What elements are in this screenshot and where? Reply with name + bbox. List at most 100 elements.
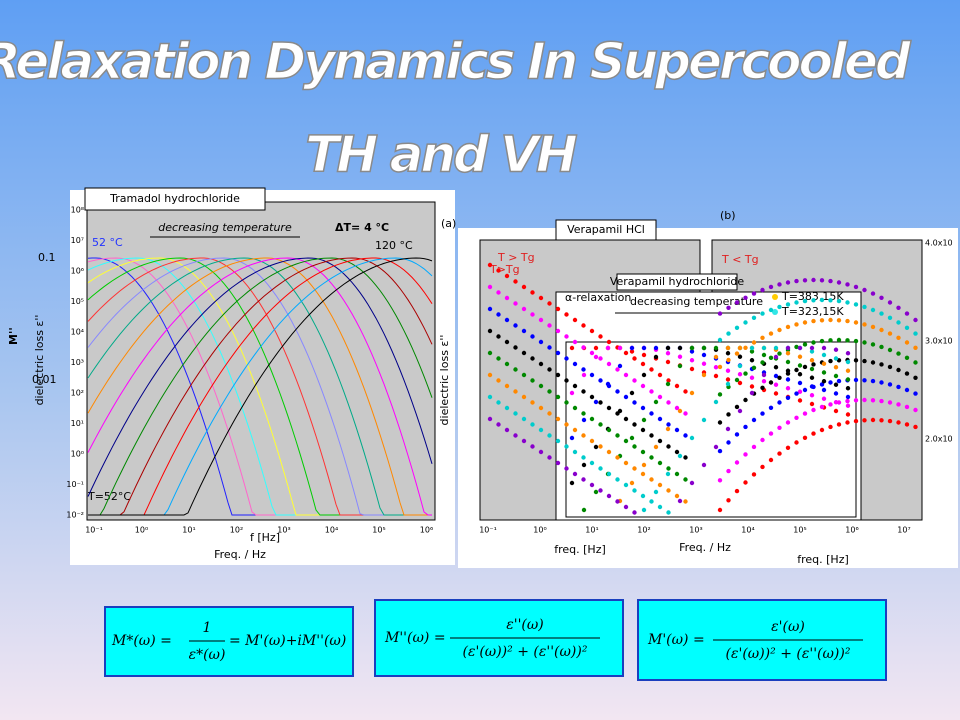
dot [751,417,757,423]
dot [833,373,839,379]
x-tick-label: 10⁶ [845,526,858,535]
dot [589,416,595,422]
dot [726,412,731,417]
dot [777,304,782,310]
dot [802,435,808,440]
dot [802,320,808,325]
dot [821,361,827,366]
dot [623,372,629,378]
inset-name-box [616,273,738,291]
dot [564,422,569,427]
dot [870,324,876,330]
curve [87,257,432,516]
formula-lhs: M''(ω) = [384,630,446,646]
dot [870,291,876,296]
dot [496,400,501,405]
dot [749,390,755,396]
dot [760,411,765,416]
dot [487,328,493,334]
dot [853,320,859,325]
dot [623,460,629,466]
dot [811,277,816,283]
dot [598,488,603,493]
dot [623,504,629,510]
dot [785,359,791,365]
dot [870,398,876,403]
dot [538,361,544,367]
dot [689,480,695,486]
dot [785,395,791,400]
dot [547,323,552,328]
dot [504,273,510,279]
dot [828,278,833,284]
dot [653,489,659,495]
dot [606,471,612,477]
dot [555,416,561,422]
dot [896,305,901,310]
dot [674,427,680,433]
dot [713,373,719,379]
dot [734,432,740,437]
dot [629,480,635,486]
dot [845,386,851,391]
dot [572,361,578,367]
dot [581,507,587,513]
arrow-text: decreasing temperature [158,221,292,234]
dot [819,404,825,410]
overlay-x-label: f [Hz] [250,531,280,544]
dot [845,398,850,404]
dot [845,377,851,382]
dot [734,325,740,330]
dot [555,372,561,378]
dot [530,334,535,339]
dot [743,371,748,376]
dot [809,349,815,354]
dot [623,438,629,444]
dot [896,320,901,325]
dot [887,315,893,320]
panel-b-name: Verapamil HCl [567,223,645,236]
dot [734,300,740,305]
dot [785,345,791,351]
dot [828,298,833,303]
panel-a-name-box [84,187,266,211]
dot [833,356,839,361]
dot [845,351,851,356]
dot [598,466,603,471]
dot [725,377,731,382]
dot [683,389,688,394]
dot [564,400,569,405]
dot [717,311,723,316]
x-tick-label: 10⁻¹ [85,526,103,535]
dot [674,471,680,477]
dot [845,300,850,305]
dot [773,365,779,370]
dot [496,356,501,361]
dot [802,298,808,304]
dot [913,317,918,323]
dot [785,324,791,330]
curve [87,257,432,516]
dot [821,345,827,351]
dot [749,384,755,389]
inset-plot [565,341,857,518]
dot [598,422,603,427]
dot [496,290,501,295]
dot [615,389,620,394]
dot [853,358,859,363]
dot [821,370,827,375]
dot [802,411,808,416]
overlay-tick: 0.1 [38,251,56,264]
dot [785,368,791,373]
dot [701,345,707,351]
dot [809,358,815,363]
dot [751,291,757,296]
dot [640,471,646,477]
dot [751,444,757,450]
dot [629,435,635,441]
overlay-y-label: M'' [7,327,20,345]
dot [589,460,595,466]
dot [794,367,799,373]
dot [589,394,595,400]
dot [513,367,518,372]
